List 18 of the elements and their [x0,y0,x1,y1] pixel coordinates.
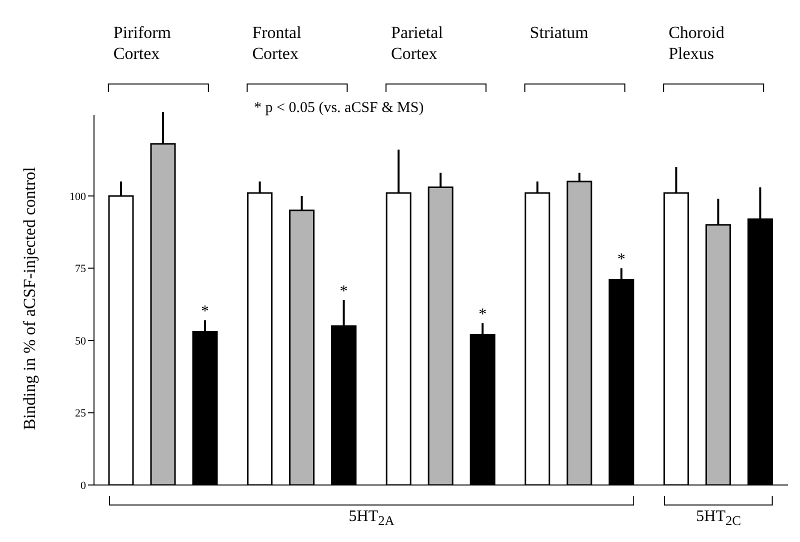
y-tick-label: 75 [75,263,86,276]
annotation: * p < 0.05 (vs. aCSF & MS) [254,100,424,117]
x-tick-label: Choroid Plexus [668,23,725,63]
text: 5HT$_{2C}$ [695,507,742,530]
x-tick-label: Frontal Cortex [252,23,302,63]
y-axis-title: Binding in % of aCSF-injected control [20,166,40,430]
data-label: * [201,303,209,320]
y-tick-label: 0 [80,480,86,492]
x-tick-label: Striatum [530,23,588,42]
x-tick-label: Piriform Cortex [113,23,172,63]
text: 5HT$_{2A}$ [348,507,396,530]
data-label: * [617,251,626,268]
y-tick-label: 50 [75,335,86,348]
data-label: * [478,306,487,324]
x-tick-label: Parietal Cortex [391,23,444,63]
data-label: * [340,283,348,300]
y-tick-label: 25 [75,408,86,420]
y-tick-label: 100 [70,190,86,203]
